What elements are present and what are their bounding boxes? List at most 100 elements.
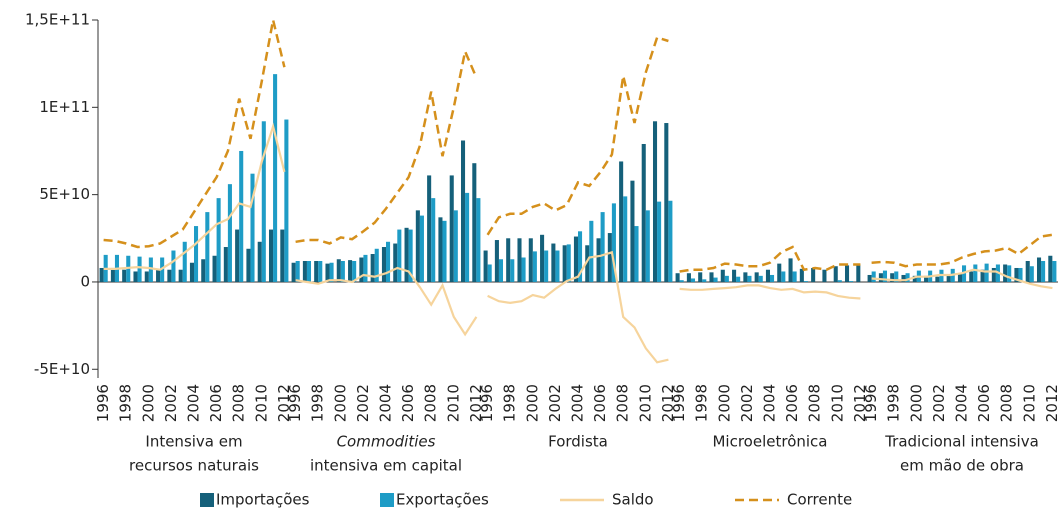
bar: [754, 272, 759, 282]
bar: [664, 123, 669, 282]
bar: [528, 238, 533, 282]
bar: [980, 269, 985, 282]
group-label: recursos naturais: [129, 457, 259, 475]
bar: [494, 240, 499, 282]
bar: [600, 212, 605, 282]
bar: [110, 267, 115, 282]
bar: [227, 184, 232, 282]
bar: [573, 236, 578, 282]
x-tick-label: 1996: [670, 384, 688, 422]
bar: [781, 271, 786, 282]
bar: [325, 263, 330, 282]
bar: [702, 279, 707, 282]
x-tick-label: 2004: [569, 384, 587, 422]
bar: [822, 269, 827, 282]
x-tick-label: 1996: [862, 384, 880, 422]
bar: [657, 201, 662, 282]
x-tick-label: 2010: [636, 384, 654, 422]
bar: [273, 74, 278, 282]
x-tick-label: 2004: [377, 384, 395, 422]
bar: [510, 259, 515, 282]
bar: [1052, 260, 1057, 282]
x-tick-label: 2008: [998, 384, 1016, 422]
bar: [803, 281, 808, 282]
bar: [544, 250, 549, 282]
x-tick-label: 2012: [1043, 384, 1060, 422]
bar: [634, 226, 639, 282]
bar: [246, 248, 251, 282]
bar: [1029, 266, 1034, 282]
bar: [284, 119, 289, 282]
bar: [1018, 267, 1023, 282]
x-tick-label: 2006: [207, 384, 225, 422]
bar: [540, 234, 545, 282]
bar: [453, 210, 458, 282]
bar: [894, 271, 899, 282]
bar: [370, 254, 375, 282]
bar: [844, 265, 850, 282]
bar: [498, 259, 504, 282]
bar: [476, 198, 481, 282]
bar: [833, 266, 838, 282]
bar: [878, 273, 883, 282]
group-label: Fordista: [548, 433, 608, 451]
bar: [427, 175, 432, 282]
x-tick-label: 2002: [546, 384, 564, 422]
y-tick-label: -5E+10: [34, 360, 90, 378]
bar: [442, 220, 447, 282]
x-tick-label: 2004: [761, 384, 779, 422]
bar: [698, 272, 703, 282]
x-tick-label: 2000: [331, 384, 349, 422]
x-tick-label: 2012: [467, 384, 485, 422]
bar: [668, 200, 673, 282]
bar: [336, 259, 341, 282]
x-tick-label: 2004: [185, 384, 203, 422]
bar: [1003, 264, 1008, 282]
bar: [521, 257, 526, 282]
bar: [856, 264, 861, 282]
line: [679, 284, 861, 300]
bar: [611, 203, 616, 282]
bar: [133, 271, 138, 282]
group-label: em mão de obra: [900, 457, 1024, 475]
group-label: Tradicional intensiva: [884, 433, 1039, 451]
bar: [630, 180, 635, 282]
x-tick-label: 2002: [930, 384, 948, 422]
bar: [867, 274, 872, 282]
x-tick-label: 2000: [139, 384, 157, 422]
bar: [991, 267, 996, 282]
bar: [465, 192, 470, 282]
bar: [799, 268, 804, 282]
x-tick-label: 2012: [851, 384, 869, 422]
bar: [623, 196, 628, 282]
x-tick-label: 2006: [975, 384, 993, 422]
group-label: Commodities: [337, 433, 436, 451]
bar: [506, 238, 511, 282]
x-tick-label: 1998: [885, 384, 903, 422]
bar: [223, 247, 228, 282]
bar: [792, 271, 797, 282]
bar: [747, 275, 752, 282]
x-tick-label: 2006: [783, 384, 801, 422]
bar: [306, 260, 312, 282]
x-tick-label: 1996: [478, 384, 496, 422]
bar: [291, 262, 296, 282]
x-tick-label: 2010: [252, 384, 270, 422]
bar: [257, 241, 262, 282]
bar: [1014, 267, 1019, 282]
bar: [1048, 255, 1053, 282]
bar: [871, 271, 876, 282]
bar: [404, 227, 409, 282]
line: [871, 268, 1053, 290]
bar: [352, 260, 357, 282]
bar: [483, 250, 488, 282]
bar: [901, 274, 906, 282]
bar: [686, 273, 691, 282]
bar: [419, 215, 424, 282]
y-tick-label: 1,5E+11: [25, 11, 90, 29]
bar: [415, 210, 420, 282]
bar: [619, 161, 624, 282]
x-tick-label: 1998: [693, 384, 711, 422]
x-tick-label: 2010: [444, 384, 462, 422]
